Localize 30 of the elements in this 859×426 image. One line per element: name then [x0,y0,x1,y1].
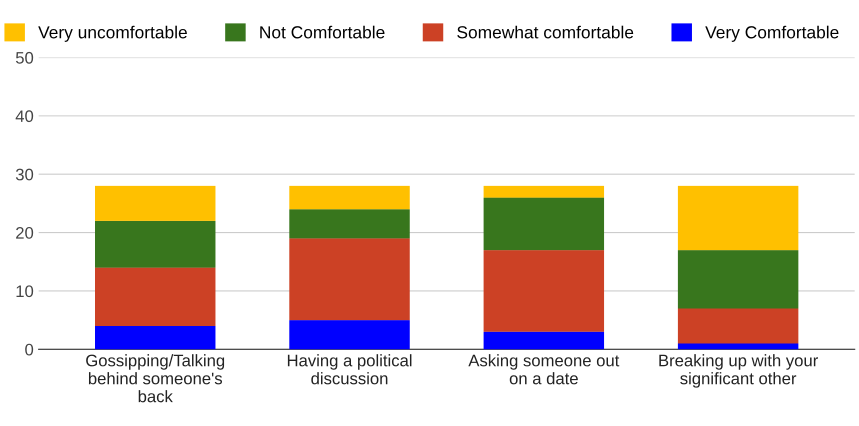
bar [484,186,604,198]
bar [484,198,604,250]
legend-label: Somewhat comfortable [457,26,634,38]
bar [95,186,216,221]
bar [289,238,410,320]
y-tick-label: 20 [16,226,34,239]
x-tick-label: Having a political discussion [288,354,412,384]
bar [484,250,604,332]
bar [95,326,216,350]
legend-label: Very uncomfortable [38,26,187,42]
bar [95,220,216,268]
legend-label: Very Comfortable [705,26,839,42]
y-tick-label: 50 [16,52,34,64]
y-tick-label: 40 [16,110,34,122]
bar [95,268,216,326]
x-tick-label: Asking someone out on a date [468,354,620,384]
bar [678,186,798,250]
y-tick-label: 10 [16,285,34,298]
y-tick-label: 0 [25,344,34,356]
bar [289,320,410,350]
bar [678,308,798,344]
y-tick-label: 30 [16,168,34,180]
bar [289,209,410,238]
bar [289,186,410,210]
legend-label: Not Comfortable [260,26,384,38]
bar [678,343,798,350]
bar [678,250,798,308]
x-tick-label: Gossipping/Talking behind someone's back [86,354,224,402]
bar [484,332,604,350]
x-tick-label: Breaking up with your significant other [659,354,818,388]
